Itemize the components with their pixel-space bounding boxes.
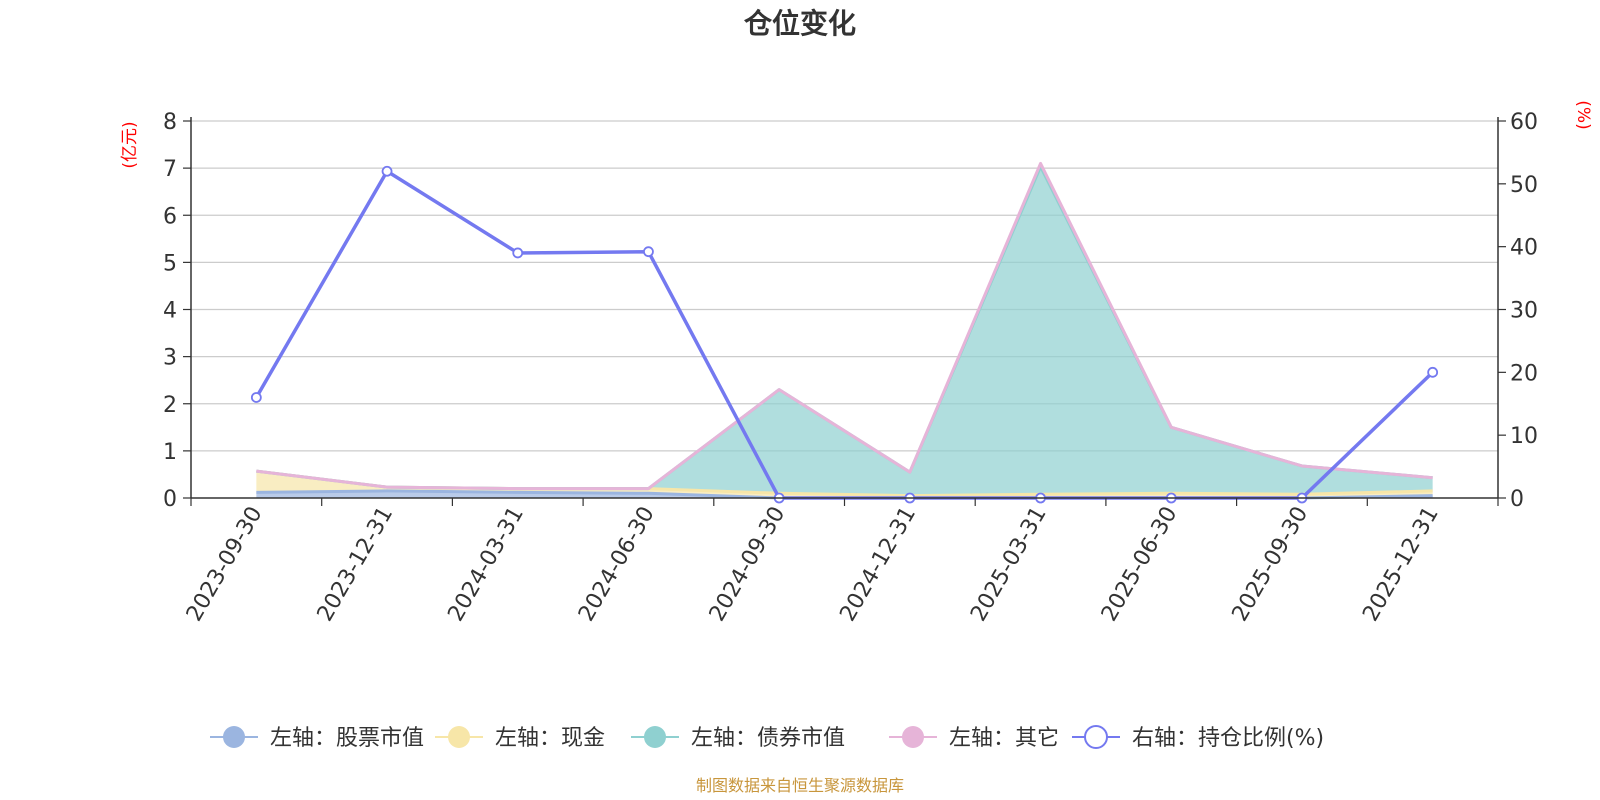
- right-axis-tick-label: 30: [1510, 299, 1538, 324]
- chart-title: 仓位变化: [744, 7, 856, 40]
- x-axis-tick-label: 2025-03-31: [966, 503, 1052, 626]
- ratio-point: [381, 165, 393, 177]
- right-axis-unit: (%): [1573, 100, 1593, 129]
- x-axis-tick-label: 2024-09-30: [705, 503, 791, 626]
- x-axis-tick-label: 2024-06-30: [574, 503, 660, 626]
- legend-marker: [1084, 725, 1108, 749]
- left-axis-tick-label: 4: [163, 299, 177, 324]
- ratio-point: [250, 392, 262, 403]
- x-axis-tick-label: 2025-09-30: [1228, 503, 1314, 626]
- legend-item-1[interactable]: 左轴：现金: [435, 726, 605, 751]
- legend-marker: [448, 726, 470, 748]
- area-series-2: [256, 166, 1433, 496]
- left-axis-tick-label: 8: [163, 110, 177, 135]
- x-axis-tick-label: 2023-12-31: [313, 503, 399, 626]
- left-axis-unit: (亿元): [120, 121, 140, 168]
- x-axis-tick-label: 2025-12-31: [1358, 503, 1444, 626]
- legend-label: 右轴：持仓比例(%): [1132, 726, 1324, 751]
- legend-marker: [644, 726, 666, 748]
- right-axis-tick-label: 50: [1510, 173, 1538, 198]
- left-axis-tick-label: 3: [163, 346, 177, 371]
- stacked-areas: [256, 161, 1433, 500]
- x-axis-tick-label: 2025-06-30: [1097, 503, 1183, 626]
- legend-label: 左轴：其它: [949, 726, 1059, 751]
- left-axis-tick-label: 7: [163, 157, 177, 182]
- right-axis-tick-label: 60: [1510, 110, 1538, 135]
- left-axis-tick-label: 6: [163, 204, 177, 229]
- right-axis-tick-label: 40: [1510, 236, 1538, 261]
- left-axis-tick-label: 0: [163, 487, 177, 512]
- axes: 0 1 2 3 4 5 6 7 8 0 10 20 30 40 50 60 2023-09-30 2023-12-…: [163, 110, 1538, 626]
- left-axis-tick-label: 5: [163, 251, 177, 276]
- legend-item-3[interactable]: 左轴：其它: [889, 726, 1059, 751]
- legend-label: 左轴：现金: [495, 726, 605, 751]
- x-axis-tick-label: 2024-12-31: [835, 503, 921, 626]
- legend-label: 左轴：股票市值: [270, 726, 424, 751]
- x-axis-tick-label: 2023-09-30: [182, 503, 268, 626]
- grid-lines: [191, 120, 1498, 452]
- ratio-point: [643, 246, 654, 258]
- ratio-point: [512, 247, 524, 259]
- right-axis-tick-label: 10: [1510, 424, 1538, 449]
- legend-marker: [223, 726, 245, 748]
- right-axis-tick-label: 20: [1510, 361, 1538, 386]
- x-axis-tick-label: 2024-03-31: [443, 503, 529, 626]
- ratio-point: [1427, 366, 1439, 378]
- left-axis-tick-label: 2: [163, 393, 177, 418]
- legend[interactable]: 左轴：股票市值 左轴：现金 左轴：债券市值 左轴：其它 右轴：持仓比例(%): [210, 725, 1324, 751]
- legend-item-4[interactable]: 右轴：持仓比例(%): [1072, 725, 1324, 751]
- source-note: 制图数据来自恒生聚源数据库: [696, 776, 904, 795]
- area-line-series-3: [256, 161, 1433, 491]
- legend-label: 左轴：债券市值: [691, 726, 845, 751]
- legend-item-0[interactable]: 左轴：股票市值: [210, 726, 424, 751]
- right-axis-tick-label: 0: [1510, 487, 1524, 512]
- legend-item-2[interactable]: 左轴：债券市值: [631, 726, 845, 751]
- legend-marker: [902, 726, 924, 748]
- left-axis-tick-label: 1: [163, 440, 177, 465]
